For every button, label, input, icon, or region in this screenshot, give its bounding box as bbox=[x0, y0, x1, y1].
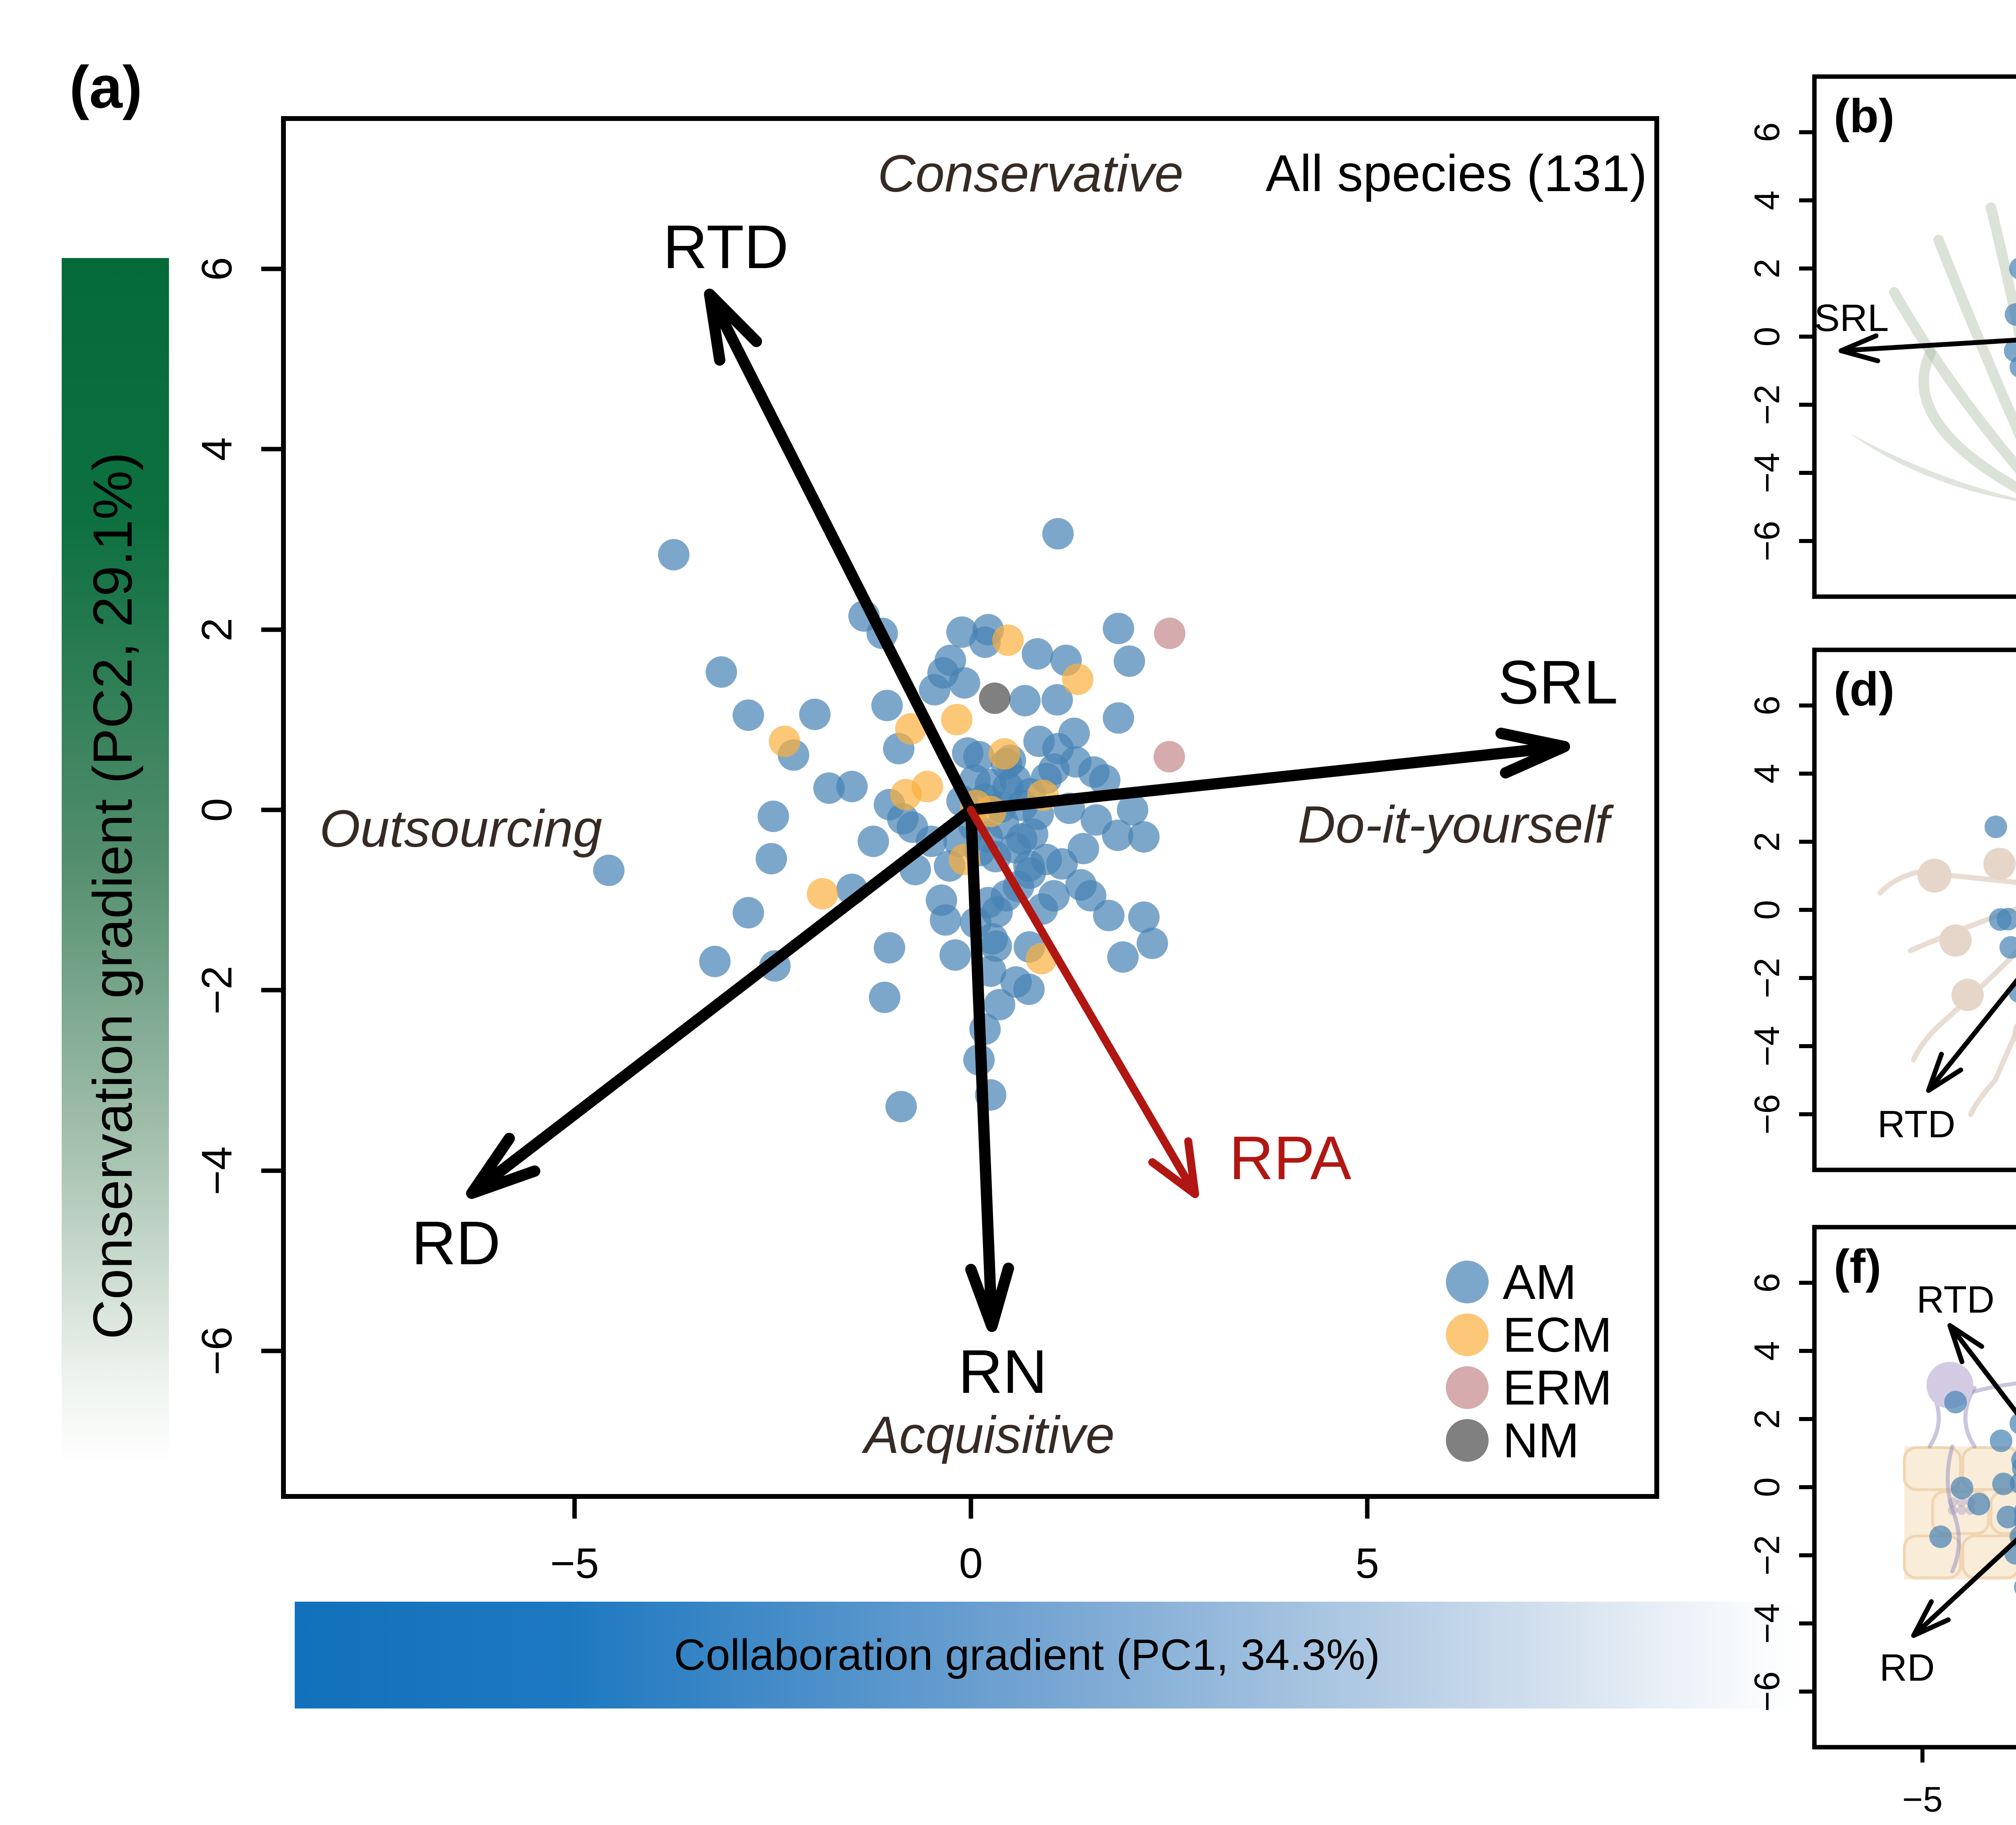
svg-text:Acquisitive: Acquisitive bbox=[861, 1405, 1114, 1464]
svg-text:2: 2 bbox=[1747, 259, 1787, 279]
svg-text:6: 6 bbox=[1747, 123, 1787, 142]
svg-text:ERM: ERM bbox=[1503, 1360, 1612, 1415]
svg-text:Collaboration gradient (PC1, 3: Collaboration gradient (PC1, 34.3%) bbox=[674, 1630, 1380, 1679]
svg-text:−5: −5 bbox=[550, 1540, 599, 1587]
svg-text:−5: −5 bbox=[1902, 1779, 1943, 1819]
svg-text:Outsourcing: Outsourcing bbox=[320, 799, 602, 858]
svg-text:2: 2 bbox=[193, 618, 241, 642]
svg-text:RTD: RTD bbox=[1916, 1278, 1995, 1321]
svg-text:−4: −4 bbox=[1747, 1026, 1787, 1066]
svg-text:SRL: SRL bbox=[1814, 297, 1889, 339]
svg-text:−2: −2 bbox=[193, 966, 241, 1015]
svg-text:−4: −4 bbox=[193, 1147, 241, 1195]
svg-text:4: 4 bbox=[1747, 764, 1787, 784]
svg-text:0: 0 bbox=[1747, 327, 1787, 347]
svg-text:4: 4 bbox=[1747, 191, 1787, 210]
svg-text:2: 2 bbox=[1747, 832, 1787, 852]
svg-text:NM: NM bbox=[1503, 1413, 1579, 1468]
svg-text:−2: −2 bbox=[1747, 1535, 1787, 1575]
svg-text:4: 4 bbox=[1747, 1341, 1787, 1361]
svg-text:6: 6 bbox=[1747, 696, 1787, 716]
svg-text:0: 0 bbox=[1747, 1477, 1787, 1497]
svg-text:−6: −6 bbox=[1747, 521, 1787, 561]
svg-text:Conservation gradient (PC2, 29: Conservation gradient (PC2, 29.1%) bbox=[82, 452, 144, 1340]
svg-text:−6: −6 bbox=[193, 1327, 241, 1376]
svg-text:RTD: RTD bbox=[1877, 1103, 1956, 1146]
svg-text:6: 6 bbox=[1747, 1273, 1787, 1293]
svg-text:RPA: RPA bbox=[1229, 1124, 1351, 1192]
svg-text:(b): (b) bbox=[1834, 89, 1895, 143]
svg-text:RD: RD bbox=[412, 1209, 501, 1278]
svg-text:Do-it-yourself: Do-it-yourself bbox=[1298, 795, 1614, 854]
svg-text:5: 5 bbox=[1356, 1540, 1379, 1587]
svg-text:ECM: ECM bbox=[1503, 1307, 1612, 1362]
svg-text:0: 0 bbox=[193, 798, 241, 822]
svg-text:−6: −6 bbox=[1747, 1094, 1787, 1134]
svg-text:Conservative: Conservative bbox=[878, 144, 1184, 203]
svg-text:−4: −4 bbox=[1747, 453, 1787, 493]
svg-text:2: 2 bbox=[1747, 1409, 1787, 1429]
svg-text:All species (131): All species (131) bbox=[1266, 145, 1647, 202]
svg-text:6: 6 bbox=[193, 257, 241, 281]
svg-text:RTD: RTD bbox=[663, 212, 789, 281]
svg-text:0: 0 bbox=[959, 1540, 983, 1587]
svg-text:RN: RN bbox=[958, 1337, 1048, 1406]
svg-text:0: 0 bbox=[1747, 900, 1787, 920]
svg-text:AM: AM bbox=[1503, 1255, 1577, 1309]
svg-text:−4: −4 bbox=[1747, 1603, 1787, 1644]
svg-text:SRL: SRL bbox=[1498, 648, 1618, 717]
svg-text:−2: −2 bbox=[1747, 385, 1787, 425]
svg-text:4: 4 bbox=[193, 437, 241, 461]
svg-text:(d): (d) bbox=[1834, 663, 1895, 716]
svg-text:RD: RD bbox=[1879, 1646, 1935, 1689]
svg-text:−2: −2 bbox=[1747, 958, 1787, 998]
svg-text:(f): (f) bbox=[1834, 1240, 1881, 1293]
svg-text:(a): (a) bbox=[69, 54, 142, 121]
svg-text:−6: −6 bbox=[1747, 1671, 1787, 1712]
